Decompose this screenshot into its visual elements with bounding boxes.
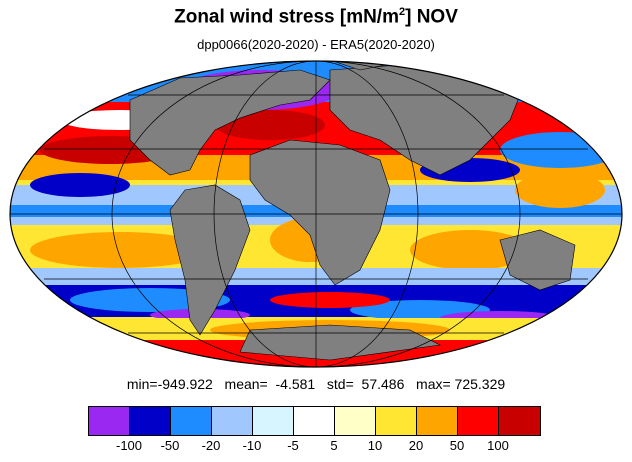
colorbar-tick-label: 20 <box>408 438 424 453</box>
colorbar-box <box>130 407 171 435</box>
colorbar-box <box>417 407 458 435</box>
wind-stress-map <box>9 60 623 368</box>
map-title: Zonal wind stress [mN/m2] NOV <box>174 6 458 28</box>
statistics-line: min=-949.922 mean= -4.581 std= 57.486 ma… <box>126 376 506 392</box>
globe-outline <box>9 60 623 368</box>
colorbar-box <box>458 407 499 435</box>
colorbar-tick-label: -10 <box>242 438 262 453</box>
colorbar-box <box>89 407 130 435</box>
colorbar-tick-label: -50 <box>160 438 180 453</box>
colorbar-tick-label: 100 <box>487 438 509 453</box>
colorbar-tick-label: -20 <box>201 438 221 453</box>
colorbar-box <box>212 407 253 435</box>
colorbar-box <box>499 407 540 435</box>
colorbar-tick-label: -100 <box>115 438 143 453</box>
colorbar <box>88 406 541 436</box>
map-subtitle: dpp0066(2020-2020) - ERA5(2020-2020) <box>197 37 435 52</box>
colorbar-box <box>253 407 294 435</box>
colorbar-box <box>171 407 212 435</box>
colorbar-box <box>294 407 335 435</box>
colorbar-box <box>335 407 376 435</box>
colorbar-tick-label: 10 <box>367 438 383 453</box>
colorbar-box <box>376 407 417 435</box>
colorbar-tick-label: -5 <box>287 438 299 453</box>
colorbar-tick-label: 50 <box>449 438 465 453</box>
colorbar-tick-label: 5 <box>330 438 338 453</box>
